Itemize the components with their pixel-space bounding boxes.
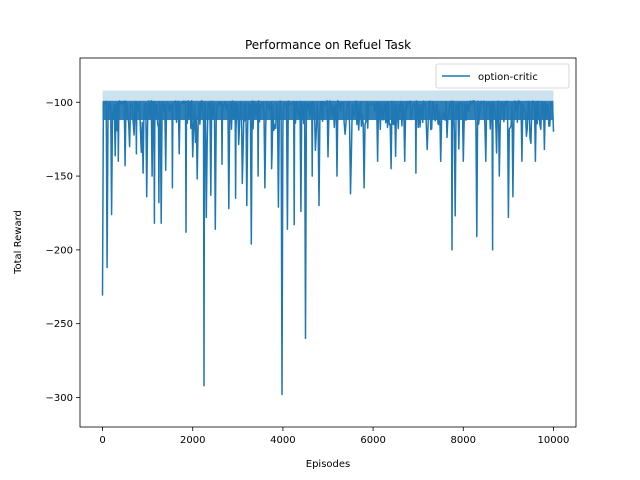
x-tick-label: 0 <box>99 435 105 446</box>
legend: option-critic <box>435 63 570 89</box>
y-tick-label: −150 <box>46 172 73 183</box>
y-axis-label: Total Reward <box>13 210 24 275</box>
y-tick-label: −300 <box>46 393 73 404</box>
y-tick-label: −100 <box>46 98 73 109</box>
plot-frame <box>79 57 577 428</box>
x-tick-label: 8000 <box>451 435 476 446</box>
x-axis: 0 2000 4000 6000 8000 10000 <box>99 427 569 446</box>
x-tick-label: 4000 <box>270 435 295 446</box>
legend-box <box>435 63 570 89</box>
y-tick-label: −200 <box>46 245 73 256</box>
x-tick-label: 6000 <box>360 435 385 446</box>
x-tick-label: 10000 <box>538 435 570 446</box>
series-line-option-critic <box>101 100 555 396</box>
y-axis: −300 −250 −200 −150 −100 <box>46 98 80 404</box>
chart-title: Performance on Refuel Task <box>245 38 411 52</box>
x-tick-label: 2000 <box>180 435 205 446</box>
plot-area <box>101 90 555 396</box>
legend-label: option-critic <box>478 72 538 83</box>
y-tick-label: −250 <box>46 319 73 330</box>
x-axis-label: Episodes <box>306 459 350 470</box>
